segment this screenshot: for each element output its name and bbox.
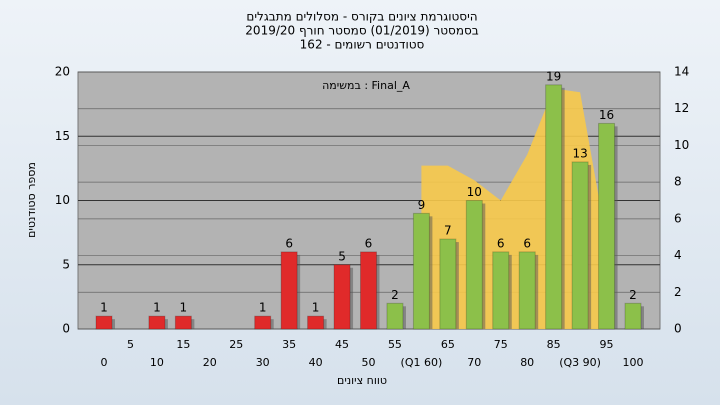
x-tick-label: 65	[441, 338, 455, 351]
bar	[95, 315, 113, 330]
bar	[598, 122, 616, 330]
value-label: 1	[312, 301, 320, 315]
bar	[465, 200, 483, 330]
value-label: 1	[100, 301, 108, 315]
bar	[624, 302, 642, 330]
value-label: 5	[338, 249, 346, 263]
x-axis-label: טווח ציונים	[337, 374, 387, 387]
x-tick-label: 25	[229, 338, 243, 351]
y2-tick-label: 10	[674, 138, 689, 152]
value-label: 10	[467, 185, 482, 199]
y-axis-label: מספר סטודנטים	[25, 162, 38, 238]
value-label: 6	[285, 236, 293, 250]
y2-tick-label: 6	[674, 211, 682, 225]
bar	[254, 315, 272, 330]
value-label: 19	[546, 69, 561, 83]
y2-tick-label: 8	[674, 175, 682, 189]
x-tick-label: 85	[547, 338, 561, 351]
x-tick-label: 10	[150, 356, 164, 369]
bar	[148, 315, 166, 330]
value-label: 6	[365, 236, 373, 250]
y-tick-label: 0	[62, 322, 70, 336]
bar	[439, 238, 457, 330]
x-tick-label: 35	[282, 338, 296, 351]
x-tick-label: 80	[520, 356, 534, 369]
bar	[492, 251, 510, 330]
bar	[386, 302, 404, 330]
x-tick-label: 55	[388, 338, 402, 351]
bar	[518, 251, 536, 330]
y2-tick-label: 2	[674, 285, 682, 299]
value-label: 16	[599, 108, 614, 122]
x-tick-label: (Q1 60)	[401, 356, 443, 369]
value-label: 1	[153, 301, 161, 315]
value-label: 2	[391, 288, 399, 302]
value-label: 7	[444, 224, 452, 238]
x-tick-label: 70	[467, 356, 481, 369]
x-tick-label: 0	[101, 356, 108, 369]
y2-tick-label: 14	[674, 65, 689, 79]
bar	[545, 84, 563, 330]
bar	[280, 251, 298, 330]
value-label: 1	[180, 301, 188, 315]
bar	[571, 161, 589, 330]
value-label: 2	[629, 288, 637, 302]
x-tick-label: 30	[256, 356, 270, 369]
bar	[174, 315, 192, 330]
y2-tick-label: 0	[674, 322, 682, 336]
x-tick-label: 75	[494, 338, 508, 351]
annotation: במשימה : Final_A	[322, 79, 410, 92]
bar	[360, 251, 377, 330]
bar	[412, 212, 430, 330]
value-label: 13	[572, 146, 587, 160]
x-tick-label: (Q3 90)	[559, 356, 601, 369]
value-label: 6	[497, 236, 505, 250]
x-tick-label: 100	[623, 356, 644, 369]
x-tick-label: 20	[203, 356, 217, 369]
bar	[333, 264, 351, 330]
chart-subtitle: סטודנטים רשומים - 162	[300, 38, 425, 52]
value-label: 1	[259, 301, 267, 315]
y-tick-label: 10	[55, 193, 70, 207]
y-tick-label: 15	[55, 129, 70, 143]
value-label: 6	[523, 236, 531, 250]
chart-subtitle: בסמסטר (01/2019) סמסטר חורף 2019/20	[245, 24, 478, 38]
x-tick-label: 15	[176, 338, 190, 351]
x-tick-label: 50	[362, 356, 376, 369]
bar	[307, 315, 325, 330]
value-label: 9	[418, 198, 426, 212]
y-tick-label: 20	[55, 65, 70, 79]
y2-tick-label: 4	[674, 248, 682, 262]
y2-tick-label: 12	[674, 101, 689, 115]
x-tick-label: 95	[600, 338, 614, 351]
x-tick-label: 40	[309, 356, 323, 369]
x-tick-label: 45	[335, 338, 349, 351]
y-tick-label: 5	[62, 257, 70, 271]
chart-title: היסטוגרמת ציונים בקורס - מסלולים מתבגלים	[246, 10, 477, 24]
x-tick-label: 5	[127, 338, 134, 351]
